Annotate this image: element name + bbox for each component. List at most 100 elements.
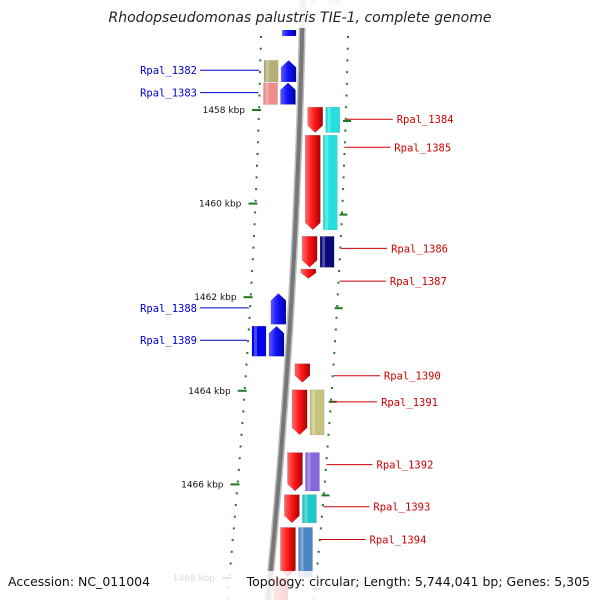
- tick-dot-right: [341, 199, 344, 202]
- tick-dot-left: [231, 539, 234, 542]
- gene-arrow-Rpal_1389[interactable]: [268, 325, 285, 357]
- kbp-tick-right: [334, 307, 343, 310]
- tick-dot-right: [317, 550, 320, 553]
- tick-dot-right: [346, 47, 349, 50]
- kbp-label: 1464 kbp: [188, 387, 231, 397]
- tick-dot-left: [235, 492, 238, 495]
- tick-dot-right: [329, 410, 332, 413]
- gene-label-Rpal_1383[interactable]: Rpal_1383: [140, 88, 197, 100]
- tick-dot-right: [321, 504, 324, 506]
- tick-dot-right: [342, 176, 345, 179]
- kbp-tick-left: [248, 202, 258, 205]
- tick-dot-left: [254, 211, 257, 214]
- gene-label-Rpal_1392[interactable]: Rpal_1392: [377, 460, 434, 472]
- tick-dot-left: [238, 457, 241, 460]
- backbone-line: [266, 0, 305, 600]
- gene-arrow-Rpal_1382[interactable]: [280, 60, 297, 83]
- gene-label-Rpal_1386[interactable]: Rpal_1386: [391, 243, 448, 255]
- tick-dot-right: [334, 328, 337, 331]
- tick-dot-right: [343, 153, 346, 155]
- tick-dot-left: [240, 433, 243, 436]
- kbp-tick-left: [243, 296, 253, 299]
- tick-dot-left: [233, 515, 236, 518]
- kbp-tick-left: [237, 389, 247, 392]
- tick-dot-left: [229, 562, 232, 565]
- cog-box-Rpal_1389: [251, 325, 267, 357]
- tick-dot-left: [260, 36, 262, 38]
- kbp-tick-right: [321, 494, 330, 497]
- cog-box-Rpal_1383: [263, 82, 278, 105]
- gene-label-Rpal_1390[interactable]: Rpal_1390: [384, 371, 441, 383]
- tick-dot-right: [320, 515, 323, 518]
- title-backdrop: [0, 0, 600, 28]
- gene-label-Rpal_1384[interactable]: Rpal_1384: [397, 114, 454, 126]
- cog-box-Rpal_1384: [325, 106, 340, 133]
- gene-label-Rpal_1382[interactable]: Rpal_1382: [140, 65, 197, 77]
- tick-dot-right: [334, 340, 336, 343]
- tick-dot-left: [249, 293, 252, 296]
- gene-label-Rpal_1388[interactable]: Rpal_1388: [140, 303, 197, 315]
- tick-dot-right: [330, 398, 333, 401]
- gene-label-Rpal_1394[interactable]: Rpal_1394: [370, 535, 427, 547]
- cog-box-highlight: [254, 326, 257, 357]
- gene-arrow-edge-top: [282, 30, 297, 36]
- gene-arrow-Rpal_1386[interactable]: [301, 236, 318, 268]
- tick-dot-left: [250, 281, 253, 284]
- tick-dot-left: [256, 164, 258, 167]
- tick-dot-left: [256, 153, 259, 155]
- gene-arrow-Rpal_1384[interactable]: [307, 106, 323, 133]
- gene-arrow-Rpal_1393[interactable]: [284, 494, 300, 524]
- tick-dot-right: [336, 293, 339, 296]
- gene-arrow-Rpal_1390[interactable]: [294, 363, 311, 383]
- tick-dot-right: [342, 188, 345, 191]
- tick-dot-right: [338, 258, 341, 261]
- tick-dot-right: [324, 468, 327, 471]
- tick-dot-left: [259, 59, 262, 62]
- tick-dot-right: [331, 375, 334, 378]
- tick-dot-left: [253, 223, 256, 226]
- cog-box-highlight: [325, 135, 329, 230]
- gene-label-Rpal_1385[interactable]: Rpal_1385: [394, 142, 451, 154]
- gene-arrow-Rpal_1385[interactable]: [305, 135, 321, 231]
- cog-box-Rpal_1392: [305, 452, 320, 492]
- tick-dot-left: [257, 129, 260, 132]
- tick-dot-left: [258, 106, 261, 109]
- tick-dot-right: [322, 492, 325, 495]
- cog-box-highlight: [304, 494, 308, 523]
- tick-dot-left: [239, 445, 242, 448]
- gene-arrow-Rpal_1391[interactable]: [291, 389, 308, 436]
- tick-dot-left: [249, 305, 252, 308]
- gene-arrow-Rpal_1392[interactable]: [287, 452, 303, 492]
- tick-dot-right: [327, 433, 330, 436]
- tick-dot-right: [337, 281, 340, 284]
- genes: Rpal_1382 Rpal_1383 Rpal_1384 Rpal_1385 Rpal…: [140, 0, 454, 600]
- gene-arrow-Rpal_1387[interactable]: [300, 268, 317, 279]
- kbp-label: 1466 kbp: [181, 480, 224, 490]
- tick-dot-right: [338, 270, 341, 272]
- tick-dot-right: [323, 480, 326, 483]
- tick-dot-left: [255, 176, 258, 179]
- tick-dot-right: [346, 71, 349, 74]
- tick-dot-right: [343, 164, 345, 167]
- gene-label-Rpal_1389[interactable]: Rpal_1389: [140, 335, 197, 347]
- tick-dot-right: [343, 141, 346, 144]
- cog-box-Rpal_1385: [323, 135, 338, 231]
- tick-dot-right: [344, 129, 347, 132]
- cog-box-Rpal_1393: [302, 494, 317, 524]
- gene-arrow-Rpal_1388[interactable]: [270, 293, 287, 325]
- gene-label-Rpal_1393[interactable]: Rpal_1393: [373, 502, 430, 514]
- gene-label-Rpal_1387[interactable]: Rpal_1387: [390, 276, 447, 288]
- tick-dot-right: [319, 527, 322, 530]
- tick-dot-right: [344, 117, 347, 120]
- tick-dot-left: [243, 398, 246, 401]
- cog-box-highlight: [307, 452, 311, 491]
- cog-box-highlight: [322, 236, 326, 268]
- tick-dot-left: [256, 141, 259, 144]
- gene-arrow-Rpal_1383[interactable]: [280, 82, 296, 105]
- cog-box-highlight: [312, 389, 316, 435]
- tick-dot-left: [243, 387, 246, 389]
- gene-arrow-Rpal_1394[interactable]: [280, 527, 296, 578]
- tick-dot-left: [248, 316, 251, 319]
- gene-label-Rpal_1391[interactable]: Rpal_1391: [381, 397, 438, 409]
- tick-dot-left: [234, 504, 237, 506]
